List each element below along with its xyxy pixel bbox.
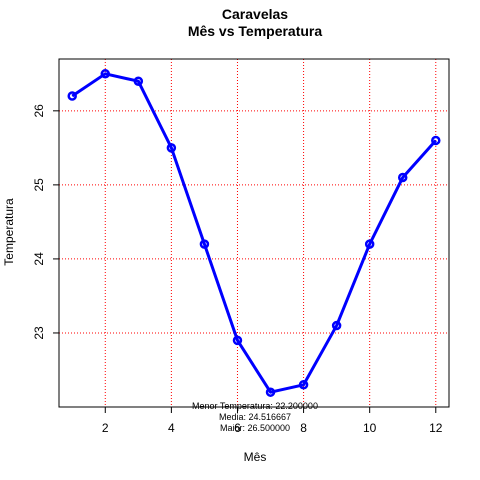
chart-title: Caravelas bbox=[222, 6, 288, 22]
y-axis-label: Temperatura bbox=[2, 198, 16, 266]
data-point bbox=[431, 135, 441, 146]
x-tick-label-10: 10 bbox=[363, 421, 377, 435]
data-point bbox=[100, 69, 111, 79]
y-tick-label-24: 24 bbox=[32, 252, 46, 266]
data-point bbox=[67, 91, 77, 101]
data-point bbox=[397, 172, 408, 183]
x-tick-label-8: 8 bbox=[300, 421, 307, 435]
x-tick-label-6: 6 bbox=[234, 421, 241, 435]
x-tick-label-12: 12 bbox=[429, 421, 443, 435]
x-tick-label-2: 2 bbox=[102, 421, 109, 435]
data-point bbox=[199, 239, 210, 249]
data-point bbox=[298, 380, 309, 390]
data-point bbox=[232, 335, 243, 346]
y-tick-label-25: 25 bbox=[32, 178, 46, 192]
grid bbox=[59, 59, 449, 407]
data-point bbox=[265, 387, 276, 397]
series-line-0 bbox=[71, 72, 437, 394]
data-point bbox=[133, 76, 144, 86]
y-tick-label-23: 23 bbox=[32, 326, 46, 340]
x-tick-label-4: 4 bbox=[168, 421, 175, 435]
y-tick-label-26: 26 bbox=[32, 104, 46, 118]
data-point bbox=[364, 239, 375, 249]
series bbox=[67, 69, 441, 397]
chart-subtitle: Mês vs Temperatura bbox=[188, 23, 323, 39]
x-axis-label: Mês bbox=[244, 450, 267, 464]
data-point bbox=[331, 320, 342, 331]
annotation-2: Maior: 26.500000 bbox=[220, 423, 290, 433]
plot-frame bbox=[58, 58, 450, 408]
annotation-0: Menor Temperatura: 22.200000 bbox=[192, 401, 318, 411]
data-point bbox=[166, 143, 177, 153]
annotation-1: Media: 24.516667 bbox=[219, 412, 291, 422]
